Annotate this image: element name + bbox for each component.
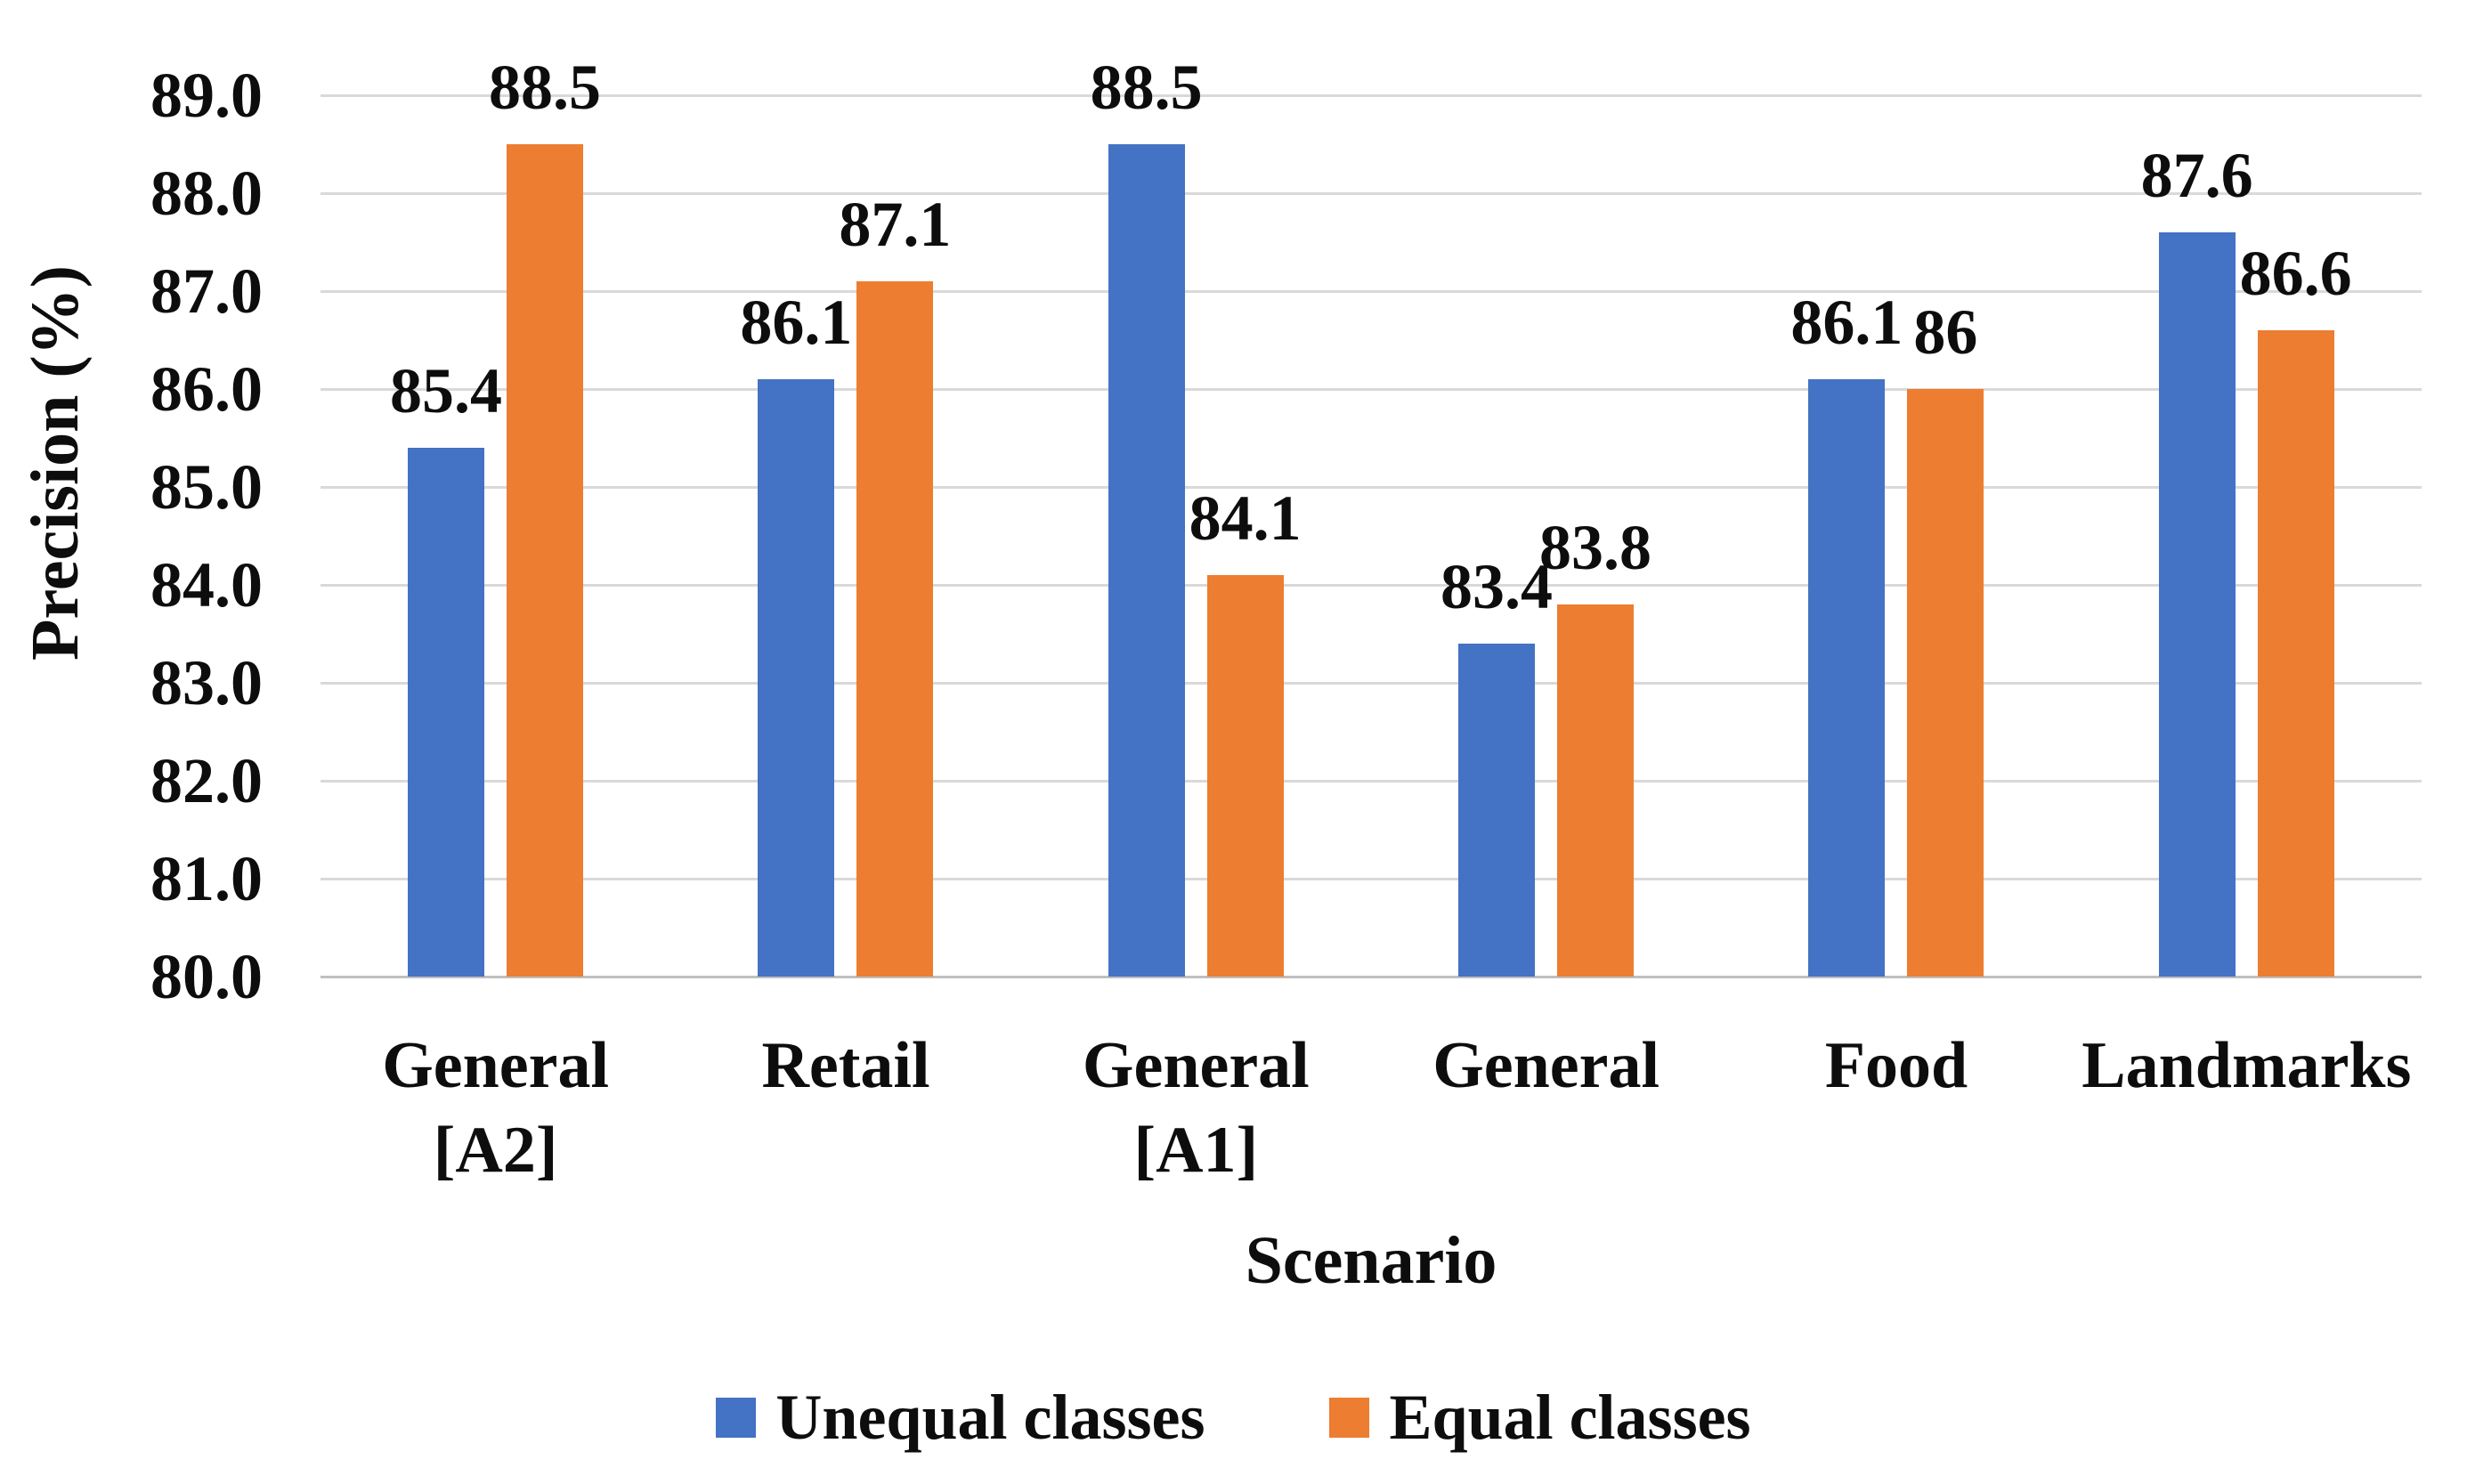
bar-equal-classes-general	[1557, 604, 1634, 977]
y-tick-label-84-0: 84.0	[150, 549, 263, 620]
bar-equal-classes-landmarks	[2257, 330, 2334, 977]
gridline-83	[321, 682, 2422, 685]
bar-unequal-classes-landmarks	[2158, 232, 2236, 977]
legend-item-equal-classes: Equal classes	[1329, 1382, 1751, 1453]
category-label-general-a1: General [A1]	[1082, 1029, 1310, 1187]
category-label-food: Food	[1824, 1029, 1968, 1102]
gridline-81	[321, 878, 2422, 880]
x-axis-title: Scenario	[1245, 1223, 1497, 1298]
y-tick-label-88-0: 88.0	[150, 158, 263, 229]
plot-area: 85.4 86.1 88.5 83.4 86.1 87.6 88.5 87.1 84.1 83.8…	[321, 55, 2422, 978]
data-label-unequal-classes-landmarks: 87.6	[2140, 140, 2253, 211]
data-label-unequal-classes-general-a2: 85.4	[390, 355, 502, 426]
bar-unequal-classes-general	[1458, 644, 1535, 977]
gridline-87	[321, 290, 2422, 293]
x-axis-line	[321, 976, 2422, 978]
gridline-88	[321, 192, 2422, 195]
y-tick-label-83-0: 83.0	[150, 647, 263, 718]
chart-legend: Unequal classes Equal classes	[0, 1385, 2467, 1449]
y-tick-label-87-0: 87.0	[150, 255, 263, 327]
bar-unequal-classes-general-a1	[1108, 144, 1185, 977]
category-label-retail: Retail	[761, 1029, 930, 1102]
bar-equal-classes-general-a2	[507, 144, 583, 977]
data-label-unequal-classes-food: 86.1	[1790, 287, 1903, 358]
y-tick-label-80-0: 80.0	[150, 941, 263, 1012]
y-tick-label-89-0: 89.0	[150, 60, 263, 131]
legend-label-equal-classes: Equal classes	[1389, 1382, 1751, 1453]
data-label-unequal-classes-general: 83.4	[1440, 551, 1553, 622]
category-label-general-a2: General [A2]	[382, 1029, 610, 1187]
legend-swatch-unequal-classes	[716, 1397, 757, 1438]
category-label-general: General	[1432, 1029, 1660, 1102]
gridline-85	[321, 486, 2422, 489]
data-label-unequal-classes-general-a1: 88.5	[1090, 52, 1203, 123]
category-label-landmarks: Landmarks	[2082, 1029, 2412, 1102]
gridline-89	[321, 94, 2422, 97]
gridline-86	[321, 388, 2422, 391]
data-label-equal-classes-general-a2: 88.5	[489, 52, 601, 123]
y-tick-label-85-0: 85.0	[150, 451, 263, 523]
bar-equal-classes-general-a1	[1206, 575, 1284, 977]
data-label-equal-classes-general: 83.8	[1539, 512, 1651, 583]
data-label-equal-classes-retail: 87.1	[839, 189, 952, 260]
data-label-equal-classes-general-a1: 84.1	[1189, 483, 1302, 554]
legend-item-unequal-classes: Unequal classes	[716, 1385, 1205, 1449]
data-label-equal-classes-food: 86	[1913, 296, 1978, 368]
data-label-unequal-classes-retail: 86.1	[740, 287, 853, 358]
legend-swatch-equal-classes	[1329, 1397, 1370, 1438]
bar-unequal-classes-general-a2	[408, 448, 484, 977]
y-tick-label-86-0: 86.0	[150, 353, 263, 425]
bar-equal-classes-food	[1907, 389, 1984, 977]
legend-label-unequal-classes: Unequal classes	[775, 1382, 1205, 1453]
bar-unequal-classes-food	[1808, 379, 1886, 977]
bar-equal-classes-retail	[856, 281, 934, 977]
data-label-equal-classes-landmarks: 86.6	[2239, 238, 2352, 309]
gridline-84	[321, 584, 2422, 587]
y-tick-label-81-0: 81.0	[150, 843, 263, 914]
gridline-82	[321, 780, 2422, 783]
y-tick-label-82-0: 82.0	[150, 745, 263, 816]
bar-unequal-classes-retail	[758, 379, 835, 977]
